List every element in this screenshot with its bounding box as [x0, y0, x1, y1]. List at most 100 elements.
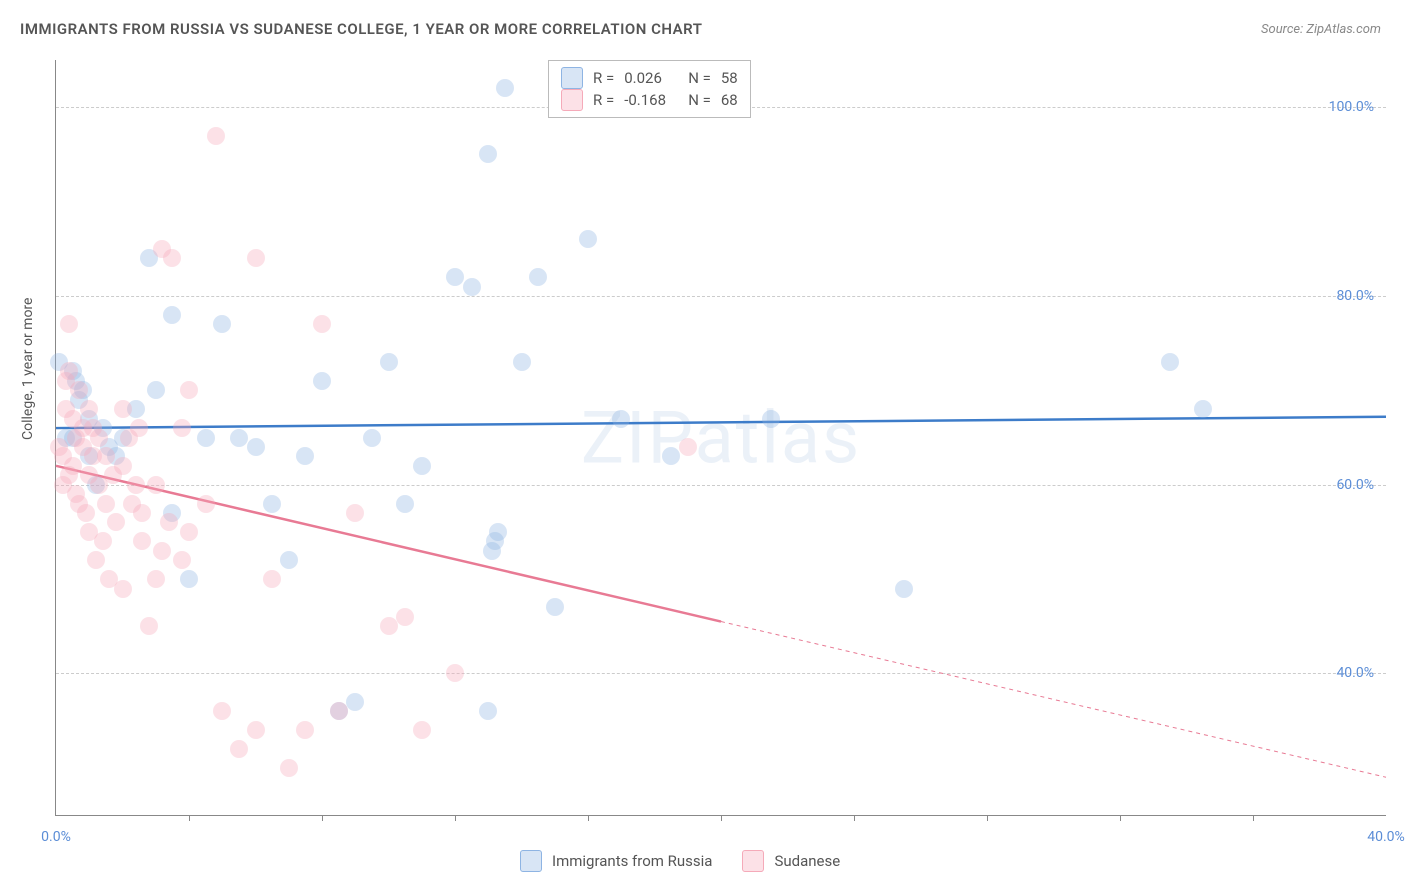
data-point	[446, 664, 464, 682]
x-tick-mark	[588, 815, 589, 821]
data-point	[180, 570, 198, 588]
source-label: Source: ZipAtlas.com	[1261, 22, 1381, 37]
data-point	[396, 608, 414, 626]
data-point	[380, 617, 398, 635]
data-point	[446, 268, 464, 286]
legend-r-value: -0.168	[624, 89, 678, 111]
data-point	[247, 438, 265, 456]
data-point	[762, 410, 780, 428]
data-point	[140, 617, 158, 635]
x-tick-mark	[721, 815, 722, 821]
data-point	[130, 419, 148, 437]
chart-title: IMMIGRANTS FROM RUSSIA VS SUDANESE COLLE…	[20, 20, 702, 38]
data-point	[97, 447, 115, 465]
data-point	[662, 447, 680, 465]
data-point	[579, 230, 597, 248]
data-point	[479, 702, 497, 720]
legend-swatch	[561, 89, 583, 111]
data-point	[70, 381, 88, 399]
data-point	[330, 702, 348, 720]
data-point	[107, 513, 125, 531]
data-point	[163, 306, 181, 324]
series-legend: Immigrants from RussiaSudanese	[520, 850, 860, 872]
data-point	[230, 740, 248, 758]
data-point	[114, 400, 132, 418]
correlation-legend: R =0.026N =58R =-0.168N =68	[548, 60, 751, 118]
legend-row: R =-0.168N =68	[561, 89, 738, 111]
data-point	[133, 532, 151, 550]
legend-r-label: R =	[593, 89, 614, 111]
legend-n-value: 58	[721, 67, 738, 89]
legend-r-label: R =	[593, 67, 614, 89]
data-point	[263, 495, 281, 513]
data-point	[280, 551, 298, 569]
plot-area: ZIPatlas 40.0%60.0%80.0%100.0%0.0%40.0%	[55, 60, 1386, 816]
data-point	[180, 381, 198, 399]
data-point	[346, 504, 364, 522]
data-point	[380, 353, 398, 371]
data-point	[489, 523, 507, 541]
x-tick-mark	[322, 815, 323, 821]
data-point	[173, 551, 191, 569]
data-point	[296, 721, 314, 739]
data-point	[529, 268, 547, 286]
data-point	[160, 513, 178, 531]
data-point	[413, 721, 431, 739]
data-point	[463, 278, 481, 296]
data-point	[94, 532, 112, 550]
x-tick-mark	[1253, 815, 1254, 821]
x-tick-mark	[455, 815, 456, 821]
data-point	[197, 429, 215, 447]
data-point	[80, 400, 98, 418]
data-point	[313, 315, 331, 333]
x-tick-label: 40.0%	[1367, 829, 1405, 845]
data-point	[147, 381, 165, 399]
data-point	[67, 485, 85, 503]
data-point	[90, 429, 108, 447]
data-point	[213, 315, 231, 333]
chart-container: IMMIGRANTS FROM RUSSIA VS SUDANESE COLLE…	[0, 0, 1406, 892]
data-point	[612, 410, 630, 428]
data-point	[97, 495, 115, 513]
data-point	[247, 249, 265, 267]
data-point	[895, 580, 913, 598]
data-point	[1161, 353, 1179, 371]
x-tick-mark	[854, 815, 855, 821]
data-point	[207, 127, 225, 145]
data-point	[496, 79, 514, 97]
legend-row: R = 0.026 N = 58	[561, 67, 738, 89]
data-point	[60, 362, 78, 380]
data-point	[396, 495, 414, 513]
legend-r-value: 0.026	[624, 67, 678, 89]
data-point	[87, 551, 105, 569]
data-point	[546, 598, 564, 616]
data-point	[180, 523, 198, 541]
data-point	[127, 476, 145, 494]
legend-n-label: N =	[688, 89, 711, 111]
data-point	[213, 702, 231, 720]
x-tick-label: 0.0%	[41, 829, 71, 845]
legend-n-label: N =	[688, 67, 711, 89]
data-point	[64, 410, 82, 428]
data-point	[263, 570, 281, 588]
x-tick-mark	[1120, 815, 1121, 821]
legend-series-label: Sudanese	[774, 852, 840, 870]
data-point	[363, 429, 381, 447]
legend-swatch	[520, 850, 542, 872]
data-point	[60, 466, 78, 484]
data-point	[679, 438, 697, 456]
data-point	[77, 504, 95, 522]
data-point	[153, 240, 171, 258]
y-axis-label: College, 1 year or more	[20, 298, 36, 440]
data-point	[147, 476, 165, 494]
data-point	[479, 145, 497, 163]
data-point	[413, 457, 431, 475]
data-point	[197, 495, 215, 513]
data-point	[54, 447, 72, 465]
data-point	[346, 693, 364, 711]
data-point	[114, 457, 132, 475]
x-tick-mark	[189, 815, 190, 821]
data-point	[296, 447, 314, 465]
data-point	[247, 721, 265, 739]
data-point	[1194, 400, 1212, 418]
